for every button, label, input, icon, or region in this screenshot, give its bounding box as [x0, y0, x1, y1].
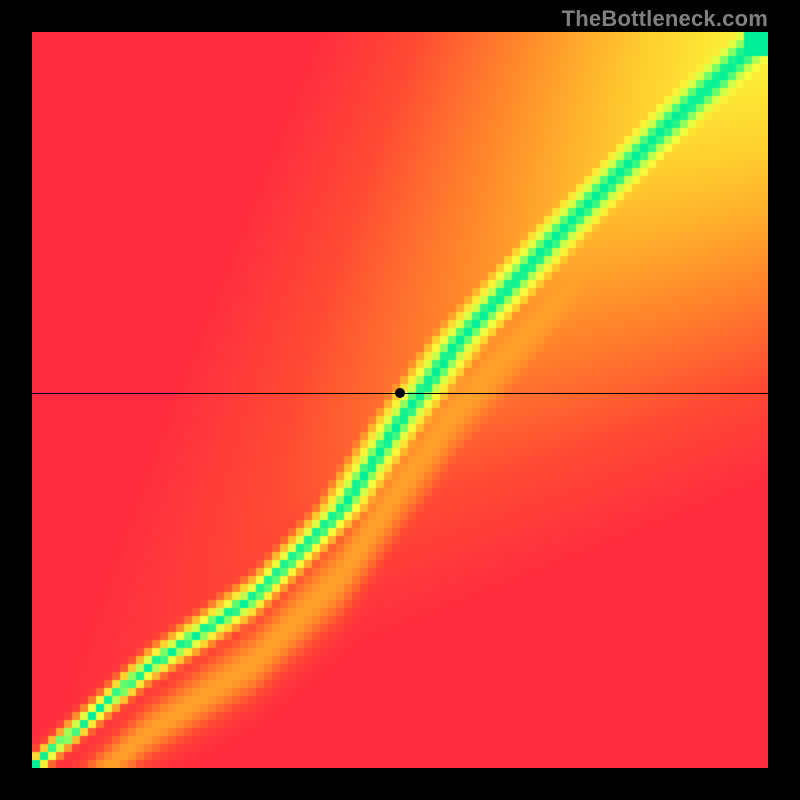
heatmap-plot [32, 32, 768, 768]
crosshair-vertical [400, 768, 401, 800]
watermark-text: TheBottleneck.com [562, 6, 768, 32]
heatmap-canvas [32, 32, 768, 768]
data-point-marker [395, 388, 405, 398]
outer-frame: TheBottleneck.com [0, 0, 800, 800]
